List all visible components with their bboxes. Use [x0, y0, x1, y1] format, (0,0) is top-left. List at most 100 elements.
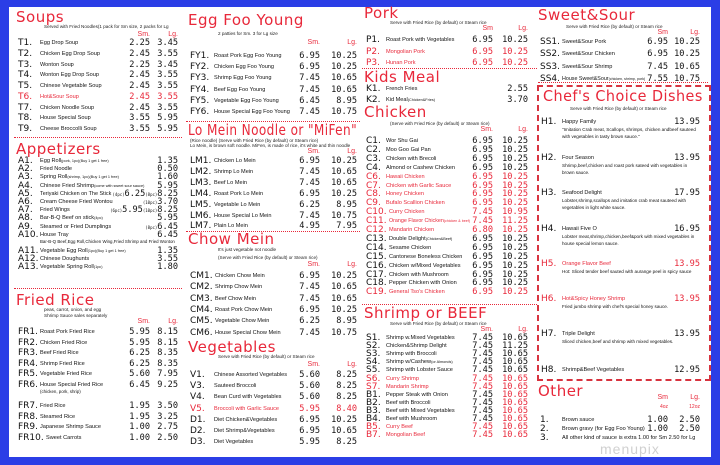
- menu-item[interactable]: P2. Mongolian Pork 6.95 10.25: [366, 47, 528, 56]
- menu-item[interactable]: C15. Cantonese Boneless Chicken 6.95 10.25: [366, 252, 528, 261]
- menu-item[interactable]: LM5. Vegetable Lo Mein 6.25 8.95: [190, 200, 357, 209]
- menu-item[interactable]: SS4. House Sweet&Sour(chicken, shrimp, po…: [540, 74, 700, 83]
- menu-item[interactable]: T7. Chicken Noodle Soup 2.45 3.55: [18, 103, 178, 112]
- menu-item[interactable]: FR2. Chicken Fried Rice 5.95 8.15: [18, 338, 178, 347]
- menu-item[interactable]: V5. Broccoli with Garlic Sauce 5.95 8.40: [190, 404, 357, 413]
- menu-item[interactable]: LM1. Chicken Lo Mein 6.95 10.25: [190, 157, 357, 166]
- menu-item[interactable]: LM7. Plain Lo Mein 4.95 7.95: [190, 222, 357, 231]
- menu-item[interactable]: D3. Diet Vegetables 5.95 8.25: [190, 438, 357, 447]
- menu-item[interactable]: C11. Orange Flavor Chicken(chicken & beef…: [366, 217, 528, 226]
- chefs-item[interactable]: H3. Seafood Delight 17.95: [541, 189, 700, 198]
- menu-item[interactable]: C6. Hawaii Chicken 6.95 10.25: [366, 172, 528, 181]
- menu-item[interactable]: T6. Hot&Sour Soup 2.45 3.55: [18, 92, 178, 101]
- chefs-item[interactable]: H2. Four Season 13.95: [541, 154, 700, 163]
- menu-item[interactable]: C7. Chicken with Garlic Sauce 6.95 10.25: [366, 181, 528, 190]
- menu-item[interactable]: 3. All other kind of sauce is extra 1.00 …: [540, 434, 700, 443]
- menu-item[interactable]: V1. Chinese Assorted Vegetables 5.60 8.25: [190, 371, 357, 380]
- menu-item[interactable]: A12. Chinese Doughunts 3.55: [18, 255, 178, 264]
- menu-item[interactable]: A11. Vegetable Egg Roll(1pc)(Buy 1 get 1 …: [18, 247, 178, 256]
- menu-item[interactable]: C3. Chicken with Brecoli 6.95 10.25: [366, 154, 528, 163]
- menu-item[interactable]: C9. Bufalo Scallion Chicken 6.95 10.25: [366, 199, 528, 208]
- menu-item[interactable]: FR10. Sweet Carrots 1.00 2.50: [18, 434, 178, 443]
- menu-item[interactable]: CM6. House Special Chow Mein 7.45 10.75: [190, 328, 357, 337]
- menu-item[interactable]: T3. Wonton Soup 2.25 3.45: [18, 60, 178, 69]
- menu-item[interactable]: FY2. Chicken Egg Foo Young 6.95 10.25: [190, 63, 357, 72]
- menu-item[interactable]: D1. Diet Chicken&Vegetables 6.95 10.25: [190, 415, 357, 424]
- menu-item[interactable]: B2. Beef with Broccoli 7.45 10.65: [366, 398, 528, 407]
- menu-item[interactable]: C8. Honey Chicken 6.95 10.25: [366, 190, 528, 199]
- menu-item[interactable]: CM4. Roast Pork Chow Mein 6.95 10.25: [190, 305, 357, 314]
- menu-item[interactable]: FR4. Shrimp Fried Rice 6.25 8.35: [18, 359, 178, 368]
- menu-item[interactable]: C16. Chicken w/Mixed Vegetables 6.95 10.25: [366, 261, 528, 270]
- menu-item[interactable]: FR8. Steamed Rice 1.95 3.25: [18, 412, 178, 421]
- menu-item[interactable]: B3. Beef with Mixed Vegetables 7.45 10.65: [366, 406, 528, 415]
- menu-item[interactable]: FY6. House Special Egg Foo Young 7.45 10.75: [190, 108, 357, 117]
- menu-item[interactable]: S6. Curry Shrimp 7.45 10.65: [366, 374, 528, 383]
- menu-item[interactable]: C2. Moo Goo Gai Pan 6.95 10.25: [366, 145, 528, 154]
- menu-item[interactable]: S3. Shrimp with Broccoli 7.45 10.65: [366, 350, 528, 359]
- menu-item[interactable]: T8. House Special Soup 3.55 5.95: [18, 114, 178, 123]
- chefs-item[interactable]: H7. Triple Delight 13.95: [541, 330, 700, 339]
- menu-item[interactable]: FY4. Beef Egg Foo Young 7.45 10.65: [190, 85, 357, 94]
- menu-item[interactable]: V3. Sauteed Broccoli 5.60 8.25: [190, 382, 357, 391]
- menu-item[interactable]: FR6. House Special Fried Rice 6.45 9.25: [18, 381, 178, 390]
- menu-item[interactable]: A6. Cream Cheese Fried Wontou (10pc)3.70: [18, 198, 178, 207]
- chefs-item[interactable]: H5. Orange Flavor Beef 13.95: [541, 260, 700, 269]
- menu-item[interactable]: SS3. Sweet&Sour Shrimp 7.45 10.65: [540, 62, 700, 71]
- menu-item[interactable]: SS2. Sweet&Sour Chicken 6.95 10.25: [540, 50, 700, 59]
- menu-item[interactable]: S7. Mandarin Shrimp 7.45 10.65: [366, 382, 528, 391]
- menu-item[interactable]: CM2. Shrimp Chow Mein 7.45 10.65: [190, 283, 357, 292]
- menu-item[interactable]: B1. Pepper Steak with Onion 7.45 10.65: [366, 390, 528, 399]
- menu-item[interactable]: C17. Chicken with Mushroom 6.95 10.25: [366, 270, 528, 279]
- menu-item[interactable]: A9. Steamed or Fried Dumplings (8pc)6.45: [18, 222, 178, 231]
- menu-item[interactable]: S1. Shrimp w.Mixed Vegetables 7.45 10.65: [366, 334, 528, 343]
- menu-item[interactable]: A7. Fried Wings (6pc)5.95(10pc)8.25: [18, 206, 178, 215]
- chefs-item[interactable]: H8. Shrimp&Beef Vegetables 12.95: [541, 366, 700, 375]
- menu-item[interactable]: SS1. Sweet&Sour Pork 6.95 10.25: [540, 38, 700, 47]
- menu-item[interactable]: FY1. Roast Pork Egg Foo Young 6.95 10.25: [190, 52, 357, 61]
- menu-item[interactable]: A8. Bar-B-Q Beef on stick(4pc) 5.95: [18, 214, 178, 223]
- menu-item[interactable]: CM5. Vegetable Chow Mein 6.25 8.95: [190, 317, 357, 326]
- menu-item[interactable]: C4. Almond or Cashew Chicken 6.95 10.25: [366, 163, 528, 172]
- menu-item[interactable]: D2. Diet Shrimp&Vegetables 6.95 10.65: [190, 427, 357, 436]
- menu-item[interactable]: K1. French Fries 2.55: [366, 85, 528, 94]
- menu-item[interactable]: C13. Double Delight(Chicken&Beef) 6.95 10.2…: [366, 234, 528, 243]
- menu-item[interactable]: P1. Roast Pork with Vegetables 6.95 10.25: [366, 36, 528, 45]
- menu-item[interactable]: LM3. Beef Lo Mein 7.45 10.65: [190, 178, 357, 187]
- menu-item[interactable]: C18. Pepper Chicken with Onion 6.95 10.25: [366, 279, 528, 288]
- menu-item[interactable]: C12. Mandarin Chicken 6.80 10.25: [366, 226, 528, 235]
- menu-item[interactable]: A2. Fried Noodle 0.50: [18, 165, 178, 174]
- menu-item[interactable]: CM3. Beef Chow Mein 7.45 10.65: [190, 294, 357, 303]
- chefs-item[interactable]: H4. Hawaii Five O 16.95: [541, 225, 700, 234]
- menu-item[interactable]: A5. Teriyaki Chicken on The Stick (4pc)6.2…: [18, 189, 178, 198]
- menu-item[interactable]: C14. Sesame Chicken 6.95 10.25: [366, 243, 528, 252]
- menu-item[interactable]: A3. Spring Roll(shrimp, 1pc)(Buy 1 get 1 …: [18, 173, 178, 182]
- menu-item[interactable]: CM1. Chicken Chow Mein 6.95 10.25: [190, 272, 357, 281]
- menu-item[interactable]: T5. Chinese Vegetable Soup 2.45 3.55: [18, 82, 178, 91]
- menu-item[interactable]: B4. Beef with Mushroom 7.45 10.65: [366, 415, 528, 424]
- menu-item[interactable]: B7. Mongolian Beef 7.45 10.65: [366, 431, 528, 440]
- chefs-item[interactable]: H1. Happy Family 13.95: [541, 118, 700, 127]
- menu-item[interactable]: FR3. Beef Fried Rice 6.25 8.35: [18, 349, 178, 358]
- menu-item[interactable]: FR5. Vegetable Fried Rice 5.60 7.95: [18, 370, 178, 379]
- menu-item[interactable]: C19. General Tso's Chicken 6.95 10.25: [366, 288, 528, 297]
- menu-item[interactable]: B5. Curry Beef 7.45 10.65: [366, 423, 528, 432]
- menu-item[interactable]: S4. Shrimp w/Cashew(or Almonds) 7.45 10.65: [366, 358, 528, 367]
- menu-item[interactable]: K2. Kid Meal(Chicken&Fries) 3.70: [366, 96, 528, 105]
- menu-item[interactable]: V4. Bean Curd with Vegetables 5.60 8.25: [190, 393, 357, 402]
- menu-item[interactable]: S5. Shrimp with Lobster Sauce 7.45 10.65: [366, 366, 528, 375]
- menu-item[interactable]: A10. House Tray 6.45: [18, 230, 178, 239]
- menu-item[interactable]: 1. Brown sauce 1.00 2.50: [540, 416, 700, 425]
- menu-item[interactable]: A1. Egg Roll(pork, 1pc)(Buy 1 get 1 free)…: [18, 157, 178, 166]
- menu-item[interactable]: LM4. Roast Pork Lo Mein 6.95 10.25: [190, 189, 357, 198]
- menu-item[interactable]: LM2. Shrimp Lo Mein 7.45 10.65: [190, 167, 357, 176]
- menu-item[interactable]: FY5. Vegetable Egg Foo Young 6.45 8.95: [190, 96, 357, 105]
- menu-item[interactable]: A13. Vegetable Spring Roll(1pc) 1.80: [18, 263, 178, 272]
- menu-item[interactable]: A4. Chinese Fried Shrimp(come with sweet …: [18, 181, 178, 190]
- menu-item[interactable]: T4. Wonton Egg Drop Soup 2.45 3.55: [18, 71, 178, 80]
- menu-item[interactable]: S2. Chicken&Shrimp Delight 7.45 11.25: [366, 342, 528, 351]
- menu-item[interactable]: P3. Hunan Pork 6.95 10.25: [366, 59, 528, 68]
- menu-item[interactable]: FR7. Fried Rice 1.95 3.50: [18, 402, 178, 411]
- menu-item[interactable]: T9. Cheese Broccolli Soup 3.55 5.95: [18, 125, 178, 134]
- menu-item[interactable]: FR9. Japanese Shrimp Sauce 1.00 2.75: [18, 423, 178, 432]
